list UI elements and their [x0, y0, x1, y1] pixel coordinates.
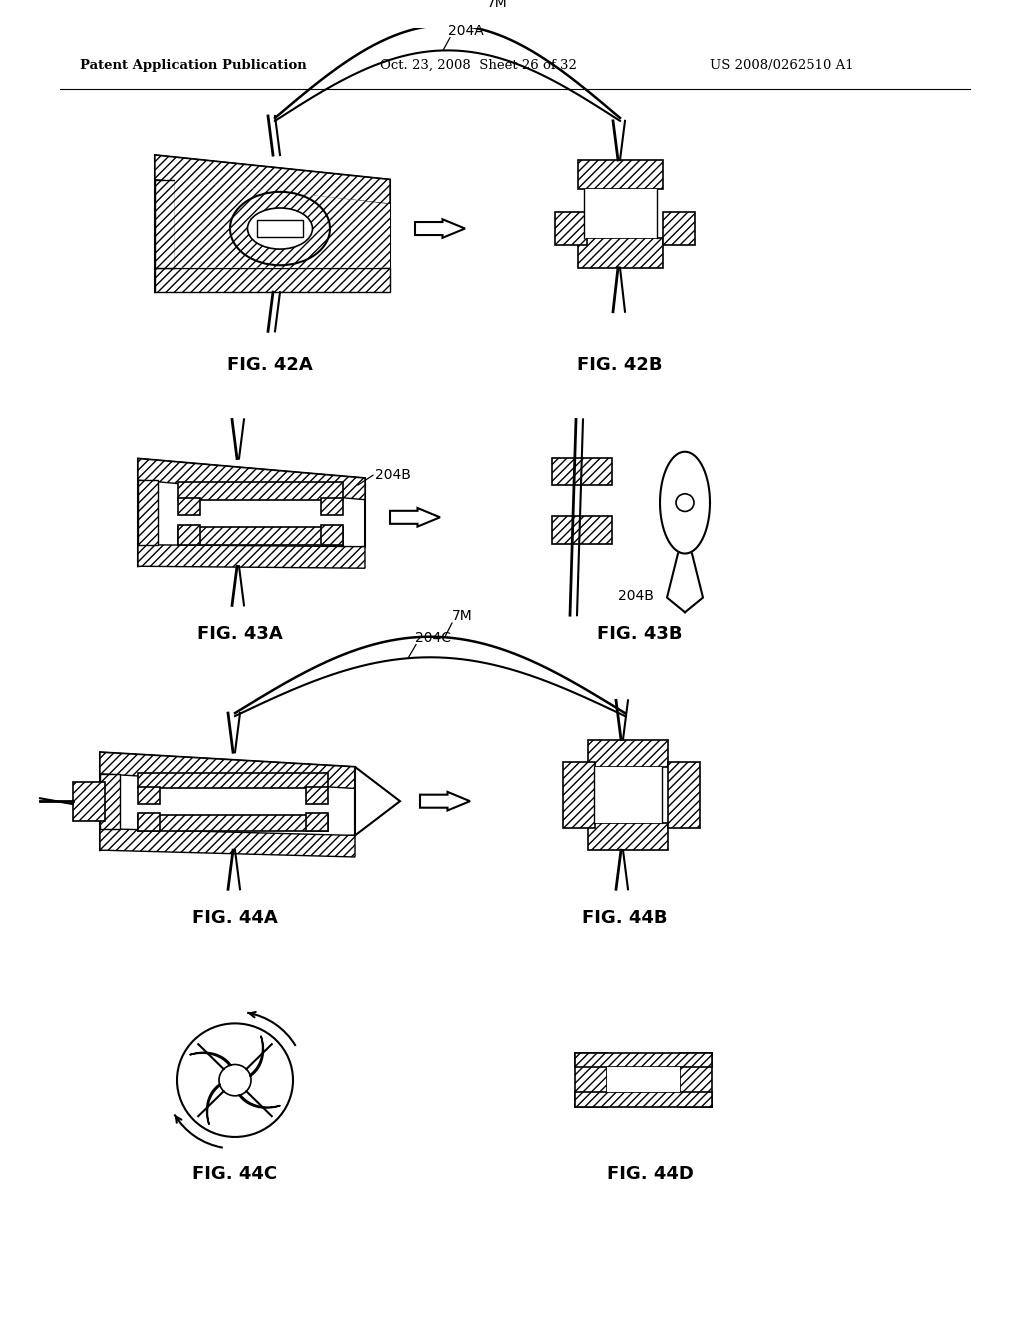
- Polygon shape: [155, 268, 390, 292]
- Text: FIG. 44B: FIG. 44B: [583, 909, 668, 927]
- Bar: [138, 772, 328, 788]
- Bar: [178, 525, 200, 545]
- Bar: [178, 527, 343, 545]
- Text: US 2008/0262510 A1: US 2008/0262510 A1: [710, 59, 854, 71]
- Polygon shape: [155, 180, 175, 268]
- Bar: [257, 219, 303, 238]
- Text: FIG. 43A: FIG. 43A: [198, 624, 283, 643]
- Bar: [178, 498, 200, 515]
- Text: FIG. 44A: FIG. 44A: [193, 909, 278, 927]
- Polygon shape: [155, 156, 390, 205]
- Bar: [594, 767, 662, 822]
- Text: FIG. 44D: FIG. 44D: [606, 1166, 693, 1183]
- Bar: [138, 813, 160, 830]
- Polygon shape: [138, 458, 365, 566]
- Text: Patent Application Publication: Patent Application Publication: [80, 59, 307, 71]
- Polygon shape: [138, 545, 365, 568]
- Bar: [575, 1092, 712, 1106]
- Polygon shape: [100, 829, 355, 857]
- Bar: [680, 1053, 712, 1106]
- Bar: [138, 814, 328, 830]
- Polygon shape: [415, 219, 465, 238]
- Text: Oct. 23, 2008  Sheet 26 of 32: Oct. 23, 2008 Sheet 26 of 32: [380, 59, 577, 71]
- Polygon shape: [138, 480, 158, 545]
- Circle shape: [219, 1064, 251, 1096]
- Polygon shape: [100, 774, 120, 829]
- Bar: [588, 822, 668, 850]
- Text: FIG. 43B: FIG. 43B: [597, 624, 683, 643]
- Bar: [552, 516, 612, 544]
- Bar: [663, 213, 695, 246]
- Bar: [178, 482, 343, 500]
- Bar: [555, 213, 587, 246]
- Circle shape: [676, 494, 694, 511]
- Polygon shape: [355, 767, 400, 836]
- Text: FIG. 44C: FIG. 44C: [193, 1166, 278, 1183]
- Bar: [578, 160, 663, 189]
- Bar: [552, 458, 612, 484]
- Polygon shape: [138, 458, 365, 500]
- Polygon shape: [660, 451, 710, 553]
- Text: FIG. 42B: FIG. 42B: [578, 356, 663, 374]
- Text: 204B: 204B: [375, 469, 411, 482]
- Text: 204B: 204B: [618, 589, 654, 603]
- Text: FIG. 42A: FIG. 42A: [227, 356, 313, 374]
- Polygon shape: [420, 792, 470, 810]
- Bar: [306, 787, 328, 804]
- Polygon shape: [390, 508, 440, 527]
- Text: 204C: 204C: [415, 631, 451, 644]
- Polygon shape: [100, 752, 355, 850]
- Ellipse shape: [248, 209, 312, 249]
- Bar: [255, 218, 305, 239]
- Polygon shape: [175, 180, 390, 268]
- Bar: [668, 762, 700, 828]
- Bar: [578, 239, 663, 268]
- Bar: [575, 1053, 607, 1106]
- Bar: [138, 787, 160, 804]
- Ellipse shape: [230, 191, 330, 265]
- Bar: [321, 498, 343, 515]
- Text: 204A: 204A: [449, 24, 483, 38]
- Bar: [584, 189, 657, 239]
- Bar: [306, 813, 328, 830]
- Bar: [575, 1053, 712, 1068]
- Bar: [321, 525, 343, 545]
- Text: 7M: 7M: [487, 0, 508, 11]
- Polygon shape: [100, 752, 355, 788]
- Bar: [73, 781, 105, 821]
- Bar: [563, 762, 595, 828]
- Bar: [588, 739, 668, 767]
- Polygon shape: [155, 156, 390, 292]
- Bar: [607, 1068, 680, 1092]
- Circle shape: [177, 1023, 293, 1137]
- Text: 7M: 7M: [452, 609, 473, 623]
